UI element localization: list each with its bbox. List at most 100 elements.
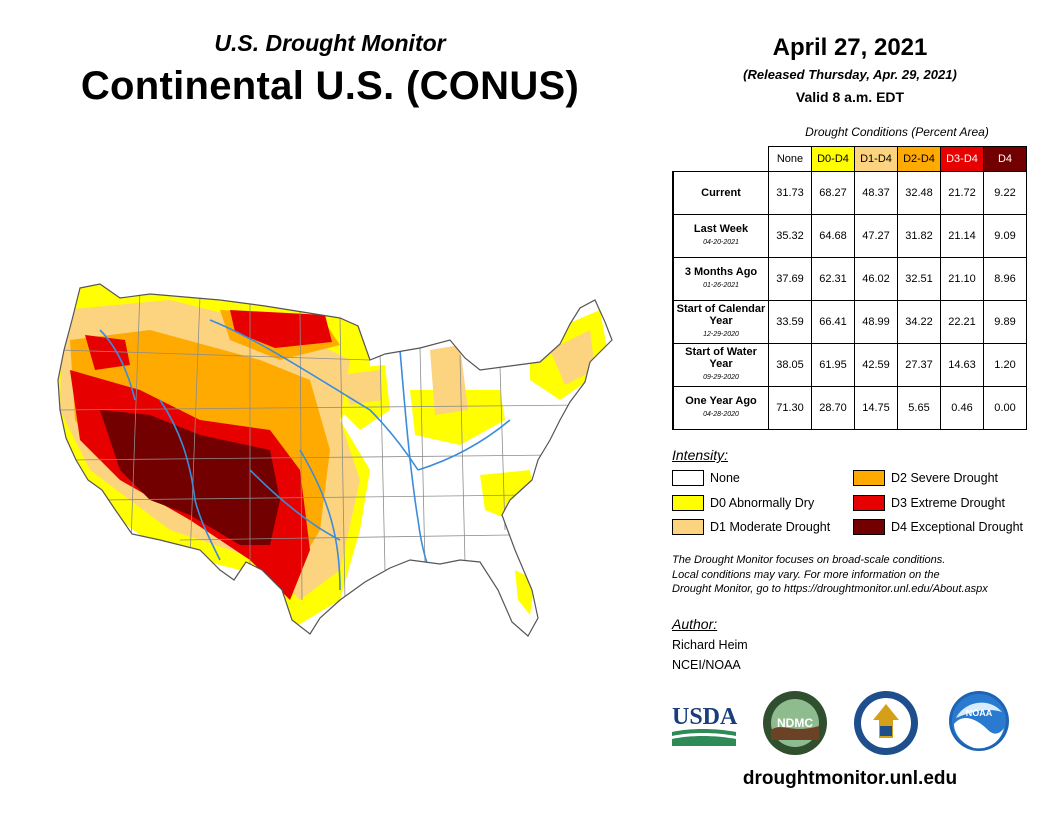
table-cell: 66.41 — [811, 300, 855, 344]
legend-label: D1 Moderate Drought — [710, 520, 831, 534]
row-label-text: Last Week — [693, 223, 749, 235]
legend-swatch — [672, 519, 704, 535]
d1-region-northeast — [550, 330, 595, 385]
note-line: Drought Monitor, go to https://droughtmo… — [672, 583, 988, 596]
note-line: Local conditions may vary. For more info… — [672, 568, 940, 581]
drought-stats-table: None D0-D4 D1-D4 D2-D4 D3-D4 D4 Current … — [672, 146, 1027, 430]
row-label: Start of Water Year 09-29-2020 — [672, 343, 769, 387]
legend-swatch — [853, 470, 885, 486]
row-label-text: Start of Water Year — [685, 346, 757, 370]
author-organization: NCEI/NOAA — [672, 658, 741, 672]
table-cell: 33.59 — [768, 300, 812, 344]
valid-time: Valid 8 a.m. EDT — [795, 89, 905, 105]
table-cell: 38.05 — [768, 343, 812, 387]
table-cell: 37.69 — [768, 257, 812, 301]
legend-item-d0: D0 Abnormally Dry — [672, 495, 814, 511]
header-blank-cell — [673, 147, 769, 172]
author-name: Richard Heim — [672, 638, 748, 652]
website-url[interactable]: droughtmonitor.unl.edu — [742, 768, 958, 789]
row-date: 09-29-2020 — [703, 374, 739, 381]
noaa-logo-text: NOAA — [966, 708, 993, 718]
row-label: Last Week 04-20-2021 — [672, 214, 769, 258]
table-cell: 31.82 — [897, 214, 941, 258]
legend-item-none: None — [672, 470, 740, 486]
table-cell: 1.20 — [983, 343, 1027, 387]
table-row-current: Current 31.73 68.27 48.37 32.48 21.72 9.… — [672, 171, 1027, 215]
table-cell: 21.72 — [940, 171, 984, 215]
row-label: 3 Months Ago 01-26-2021 — [672, 257, 769, 301]
table-cell: 31.73 — [768, 171, 812, 215]
table-cell: 9.22 — [983, 171, 1027, 215]
release-date: (Released Thursday, Apr. 29, 2021) — [743, 67, 957, 82]
row-label: One Year Ago 04-28-2020 — [672, 386, 769, 430]
column-header-d2-d4: D2-D4 — [897, 146, 941, 172]
table-cell: 48.37 — [854, 171, 898, 215]
table-cell: 47.27 — [854, 214, 898, 258]
table-cell: 27.37 — [897, 343, 941, 387]
d0-region-greatlakes — [410, 390, 505, 445]
legend-label: D0 Abnormally Dry — [710, 496, 815, 510]
legend-swatch — [853, 519, 885, 535]
row-label: Start of Calendar Year 12-29-2020 — [672, 300, 769, 344]
commerce-seal-logo — [854, 691, 918, 755]
legend-item-d2: D2 Severe Drought — [853, 470, 998, 486]
table-cell: 9.09 — [983, 214, 1027, 258]
table-cell: 9.89 — [983, 300, 1027, 344]
table-cell: 68.27 — [811, 171, 855, 215]
legend-title: Intensity: — [672, 447, 729, 463]
table-cell: 42.59 — [854, 343, 898, 387]
d3-region-northplains — [230, 310, 332, 348]
drought-map — [57, 283, 613, 637]
table-cell: 61.95 — [811, 343, 855, 387]
table-cell: 35.32 — [768, 214, 812, 258]
table-cell: 21.14 — [940, 214, 984, 258]
table-cell: 22.21 — [940, 300, 984, 344]
table-cell: 0.00 — [983, 386, 1027, 430]
column-header-d3-d4: D3-D4 — [940, 146, 984, 172]
table-row-one-year-ago: One Year Ago 04-28-2020 71.30 28.70 14.75… — [672, 386, 1027, 430]
row-date: 04-28-2020 — [703, 411, 739, 418]
row-label-text: One Year Ago — [685, 395, 757, 407]
row-date: 01-26-2021 — [703, 282, 739, 289]
table-header-row: None D0-D4 D1-D4 D2-D4 D3-D4 D4 — [673, 146, 1027, 172]
table-cell: 64.68 — [811, 214, 855, 258]
map-title: Continental U.S. (CONUS) — [80, 64, 580, 108]
column-header-d4: D4 — [983, 146, 1027, 172]
row-label-text: Start of Calendar Year — [676, 303, 766, 327]
table-cell: 48.99 — [854, 300, 898, 344]
d1-region-midwest — [340, 370, 382, 405]
ndmc-logo-text: NDMC — [777, 716, 813, 730]
table-cell: 46.02 — [854, 257, 898, 301]
ndmc-logo: NDMC — [763, 691, 827, 755]
legend-label: D3 Extreme Drought — [891, 496, 1005, 510]
legend-item-d4: D4 Exceptional Drought — [853, 519, 1023, 535]
d3-region-oregon — [85, 335, 130, 370]
table-cell: 14.63 — [940, 343, 984, 387]
table-cell: 28.70 — [811, 386, 855, 430]
d4-region-southwest — [100, 410, 280, 545]
map-subtitle: U.S. Drought Monitor — [214, 30, 446, 56]
legend-label: None — [710, 471, 740, 485]
legend-item-d1: D1 Moderate Drought — [672, 519, 830, 535]
usda-logo: USDA — [672, 704, 738, 746]
usda-logo-text: USDA — [672, 704, 738, 730]
column-header-none: None — [768, 146, 812, 172]
table-cell: 34.22 — [897, 300, 941, 344]
row-label-text: 3 Months Ago — [684, 266, 758, 278]
noaa-logo: NOAA — [949, 691, 1009, 751]
row-date: 12-29-2020 — [703, 331, 739, 338]
table-cell: 32.48 — [897, 171, 941, 215]
legend-swatch — [672, 470, 704, 486]
table-row-last-week: Last Week 04-20-2021 35.32 64.68 47.27 31… — [672, 214, 1027, 258]
table-cell: 5.65 — [897, 386, 941, 430]
column-header-d0-d4: D0-D4 — [811, 146, 855, 172]
d1-region-michigan — [430, 345, 468, 415]
table-row-3-months-ago: 3 Months Ago 01-26-2021 37.69 62.31 46.02… — [672, 257, 1027, 301]
map-date: April 27, 2021 — [772, 34, 928, 61]
table-cell: 71.30 — [768, 386, 812, 430]
disclaimer-note: The Drought Monitor focuses on broad-sca… — [672, 553, 1042, 597]
table-cell: 32.51 — [897, 257, 941, 301]
table-cell: 62.31 — [811, 257, 855, 301]
table-cell: 14.75 — [854, 386, 898, 430]
legend-item-d3: D3 Extreme Drought — [853, 495, 1005, 511]
